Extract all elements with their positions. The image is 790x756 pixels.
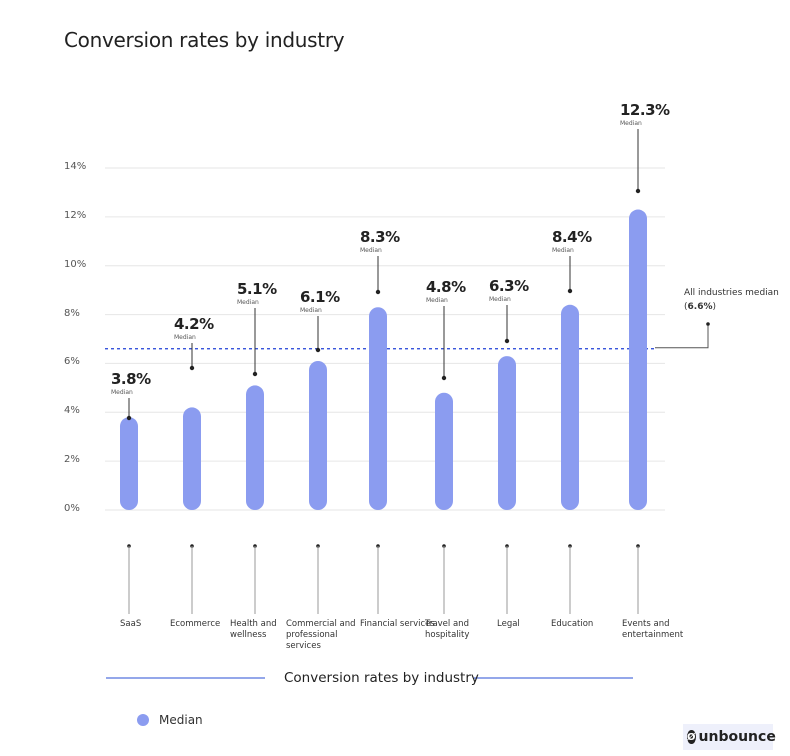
y-tick-label: 10% [64,258,87,270]
data-label: 5.1% [237,280,277,298]
leader-dot [189,365,195,371]
data-label: 4.8% [426,278,466,296]
bar [120,417,138,510]
data-sublabel: Median [237,299,259,306]
leader-dot [375,289,381,295]
bar [435,392,453,510]
data-sublabel: Median [360,247,382,254]
x-tick-label: Commercial and professional services [286,619,356,651]
data-label: 6.3% [489,277,529,295]
x-tick-label: Financial services [360,619,435,629]
bar [246,385,264,510]
bar [561,304,579,510]
x-tick-label: Legal [497,619,520,629]
data-label: 8.4% [552,228,592,246]
leader-dot [315,347,321,353]
reference-dot [706,322,710,326]
bar [309,360,327,510]
bar [498,356,516,510]
bar [183,407,201,510]
data-label: 3.8% [111,370,151,388]
y-tick-label: 2% [64,454,80,466]
data-sublabel: Median [620,120,642,127]
x-tick-label: Health and wellness [230,619,277,640]
data-sublabel: Median [552,247,574,254]
bar [629,209,647,510]
x-axis-title: Conversion rates by industry [284,670,479,686]
x-tick-label: SaaS [120,619,142,629]
leader-dot [567,288,573,294]
data-sublabel: Median [300,307,322,314]
chart-title: Conversion rates by industry [64,28,345,52]
y-tick-label: 6% [64,356,80,368]
leader-dot [504,338,510,344]
x-tick-label: Education [551,619,594,629]
y-tick-label: 4% [64,405,80,417]
legend-label: Median [159,713,203,727]
bar [369,307,387,510]
leader-dot [635,188,641,194]
leader-dot [441,375,447,381]
data-label: 12.3% [620,101,670,119]
data-label: 4.2% [174,315,214,333]
x-tick-label: Travel and hospitality [425,619,470,640]
data-label: 8.3% [360,228,400,246]
data-sublabel: Median [489,296,511,303]
x-tick-label: Events and entertainment [622,619,684,640]
reference-line-label: All industries median (6.6%) [684,288,779,312]
data-sublabel: Median [426,297,448,304]
leader-dot [126,415,132,421]
y-tick-label: 14% [64,161,87,172]
data-sublabel: Median [111,389,133,396]
data-label: 6.1% [300,288,340,306]
leader-dot [252,371,258,377]
y-tick-label: 0% [64,503,80,514]
y-tick-label: 12% [64,209,87,221]
legend-marker [137,714,149,726]
x-tick-label: Ecommerce [170,619,221,629]
y-tick-label: 8% [64,307,80,319]
reference-connector [655,324,709,349]
data-sublabel: Median [174,334,196,341]
